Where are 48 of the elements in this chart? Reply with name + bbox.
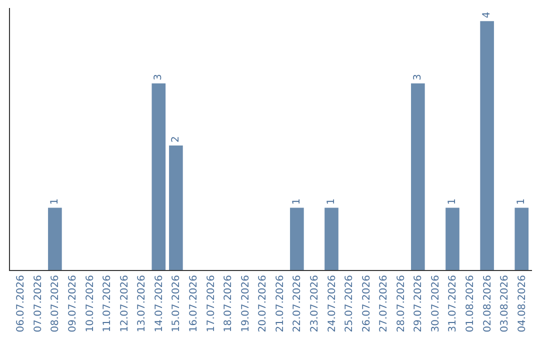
x-tick-label: 17.07.2026 [206,275,217,332]
x-tick-label: 12.07.2026 [119,275,130,332]
x-tick-label: 20.07.2026 [258,275,269,332]
x-tick-label: 13.07.2026 [136,275,148,332]
bar [514,208,529,270]
x-tick-label: 04.08.2026 [516,275,528,332]
bar [324,208,338,270]
x-tick-label: 07.07.2026 [32,275,44,332]
x-tick-label: 19.07.2026 [240,275,252,332]
x-tick-label: 02.08.2026 [482,275,494,332]
x-tick-label: 14.07.2026 [154,275,165,332]
bar [152,83,166,270]
x-tick-label: 27.07.2026 [378,275,390,332]
x-tick-label: 10.07.2026 [84,275,96,332]
data-label: 1 [326,198,337,205]
data-label: 1 [49,198,60,205]
bar [411,83,425,270]
x-tick-label: 30.07.2026 [430,275,442,332]
bar [169,146,183,270]
x-tick-label: 22.07.2026 [292,275,304,332]
x-tick-label: 24.07.2026 [326,275,338,332]
bar [290,208,304,270]
bar [48,208,62,270]
x-tick-label: 29.07.2026 [413,275,424,332]
data-label: 2 [170,136,182,143]
data-label: 3 [153,74,164,80]
data-label: 1 [291,198,302,205]
x-tick-label: 18.07.2026 [223,275,234,332]
data-label: 3 [412,74,424,80]
x-tick-label: 15.07.2026 [171,275,182,332]
x-tick-label: 23.07.2026 [309,275,320,332]
x-tick-label: 25.07.2026 [344,275,356,332]
x-tick-label: 21.07.2026 [274,275,286,332]
x-tick-label: 31.07.2026 [448,275,459,332]
bar [480,21,494,270]
x-tick-label: 16.07.2026 [188,275,200,332]
data-label: 4 [482,12,493,18]
x-tick-label: 11.07.2026 [102,275,114,332]
x-tick-label: 06.07.2026 [16,275,27,332]
x-tick-label: 28.07.2026 [396,275,407,332]
x-tick-label: 03.08.2026 [500,275,511,332]
bar [446,208,460,270]
data-label: 1 [446,198,458,205]
x-tick-label: 26.07.2026 [361,275,372,332]
x-tick-label: 08.07.2026 [50,275,62,332]
x-tick-label: 01.08.2026 [465,275,476,332]
data-label: 1 [516,198,528,205]
x-tick-label: 09.07.2026 [67,275,78,332]
